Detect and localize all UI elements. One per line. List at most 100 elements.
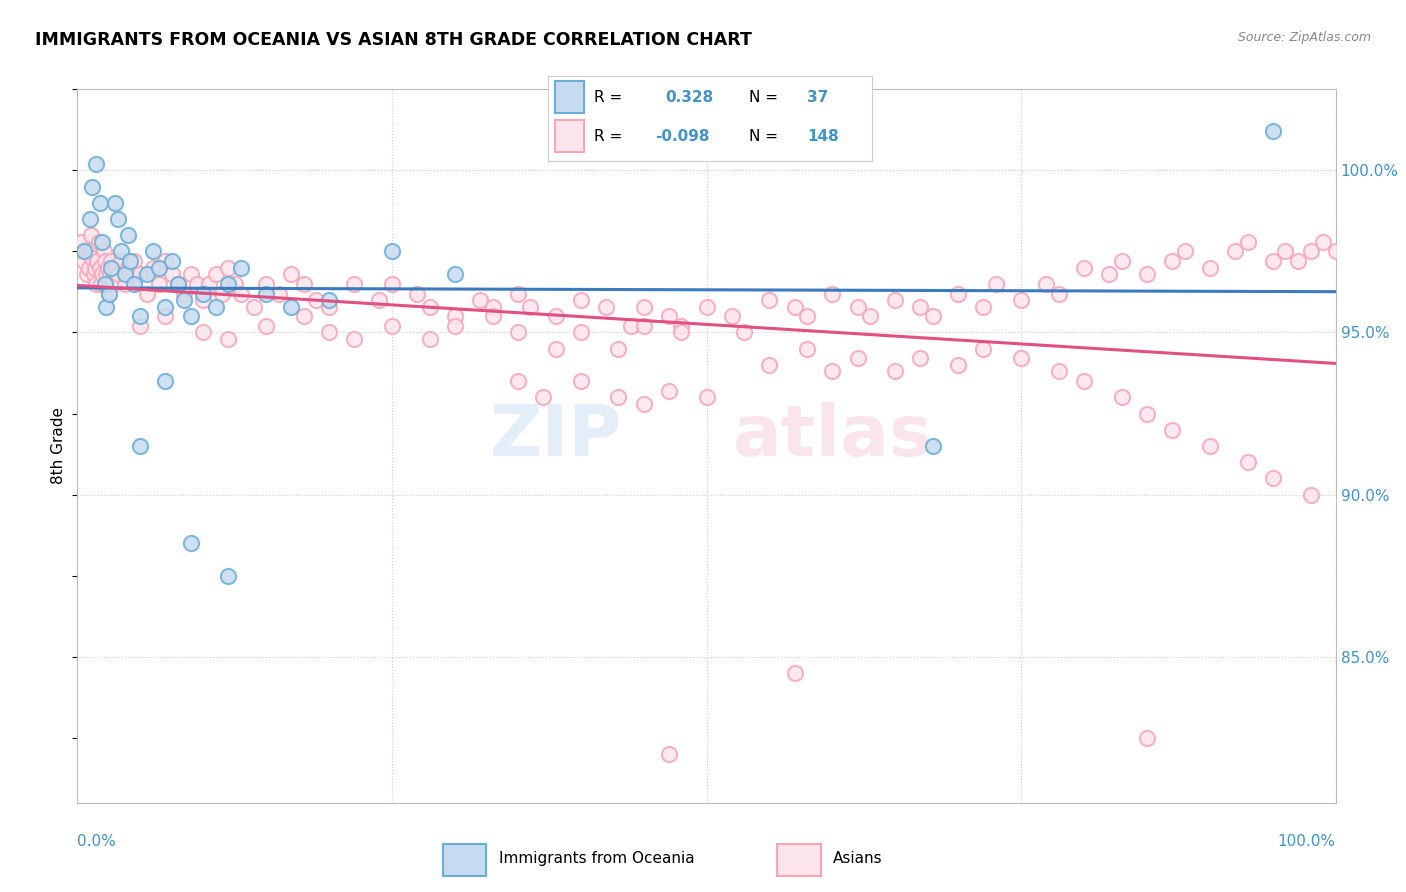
Point bbox=[607, 342, 630, 356]
Point bbox=[758, 293, 780, 307]
Point bbox=[104, 260, 127, 275]
Point bbox=[1111, 254, 1133, 268]
Point bbox=[217, 568, 239, 582]
Point bbox=[280, 267, 302, 281]
Bar bbox=[443, 844, 486, 876]
Point bbox=[70, 235, 93, 249]
Text: atlas: atlas bbox=[733, 401, 932, 471]
Point bbox=[142, 260, 165, 275]
Point bbox=[633, 300, 655, 314]
Point bbox=[419, 332, 441, 346]
Point bbox=[972, 300, 994, 314]
Point bbox=[254, 277, 277, 291]
Point bbox=[142, 244, 165, 259]
Point bbox=[98, 267, 121, 281]
Text: Immigrants from Oceania: Immigrants from Oceania bbox=[499, 851, 695, 866]
Point bbox=[531, 390, 554, 404]
Point bbox=[94, 254, 117, 268]
Point bbox=[89, 195, 111, 210]
Point bbox=[155, 374, 177, 388]
Point bbox=[89, 260, 111, 275]
Point bbox=[1299, 488, 1322, 502]
Point bbox=[381, 318, 404, 333]
Point bbox=[84, 277, 107, 291]
Point bbox=[696, 300, 718, 314]
Point bbox=[658, 310, 681, 324]
Point bbox=[180, 536, 202, 550]
Point bbox=[948, 358, 970, 372]
Point bbox=[1274, 244, 1296, 259]
Point bbox=[96, 267, 118, 281]
Point bbox=[1047, 286, 1070, 301]
Text: -0.098: -0.098 bbox=[655, 129, 710, 145]
Point bbox=[94, 277, 117, 291]
Point bbox=[318, 326, 340, 340]
Point bbox=[91, 267, 114, 281]
Point bbox=[696, 390, 718, 404]
Point bbox=[444, 267, 467, 281]
Point bbox=[107, 267, 129, 281]
Point bbox=[75, 244, 97, 259]
Point bbox=[101, 277, 124, 291]
Point bbox=[135, 286, 157, 301]
Point bbox=[821, 286, 844, 301]
Point bbox=[1136, 731, 1159, 745]
Point bbox=[77, 260, 100, 275]
Point bbox=[120, 254, 142, 268]
Point bbox=[1286, 254, 1309, 268]
Point bbox=[368, 293, 391, 307]
Point bbox=[595, 300, 617, 314]
Point bbox=[1223, 244, 1246, 259]
Point bbox=[406, 286, 429, 301]
Point bbox=[135, 267, 157, 281]
Point bbox=[607, 390, 630, 404]
Point bbox=[110, 254, 132, 268]
Point bbox=[82, 179, 104, 194]
Point bbox=[122, 254, 145, 268]
Point bbox=[191, 286, 215, 301]
Point bbox=[96, 300, 118, 314]
Point bbox=[821, 364, 844, 378]
Point bbox=[173, 293, 195, 307]
Point bbox=[167, 277, 190, 291]
Point bbox=[972, 342, 994, 356]
Point bbox=[242, 300, 264, 314]
Point bbox=[292, 310, 315, 324]
Point bbox=[292, 277, 315, 291]
Point bbox=[758, 358, 780, 372]
Point bbox=[381, 277, 404, 291]
Text: ZIP: ZIP bbox=[489, 401, 621, 471]
Text: 0.328: 0.328 bbox=[665, 90, 713, 105]
Point bbox=[1261, 124, 1284, 138]
Point bbox=[984, 277, 1007, 291]
Point bbox=[97, 286, 120, 301]
Point bbox=[1010, 351, 1032, 366]
Point bbox=[155, 310, 177, 324]
Point bbox=[922, 439, 945, 453]
Point bbox=[97, 286, 120, 301]
Point bbox=[1035, 277, 1057, 291]
Point bbox=[148, 260, 170, 275]
Point bbox=[84, 260, 107, 275]
Point bbox=[129, 439, 152, 453]
Point bbox=[1261, 471, 1284, 485]
Point bbox=[155, 254, 177, 268]
Point bbox=[76, 267, 98, 281]
Point bbox=[155, 300, 177, 314]
Point bbox=[481, 310, 503, 324]
Point bbox=[82, 251, 104, 265]
Point bbox=[544, 342, 567, 356]
Point bbox=[419, 300, 441, 314]
Point bbox=[122, 277, 145, 291]
Point bbox=[211, 286, 233, 301]
Point bbox=[107, 211, 129, 226]
Point bbox=[859, 310, 882, 324]
Point bbox=[117, 260, 139, 275]
Point bbox=[1199, 260, 1222, 275]
Point bbox=[1299, 244, 1322, 259]
Text: R =: R = bbox=[593, 129, 621, 145]
Point bbox=[506, 286, 529, 301]
Point bbox=[173, 286, 195, 301]
Point bbox=[100, 254, 122, 268]
Point bbox=[633, 397, 655, 411]
